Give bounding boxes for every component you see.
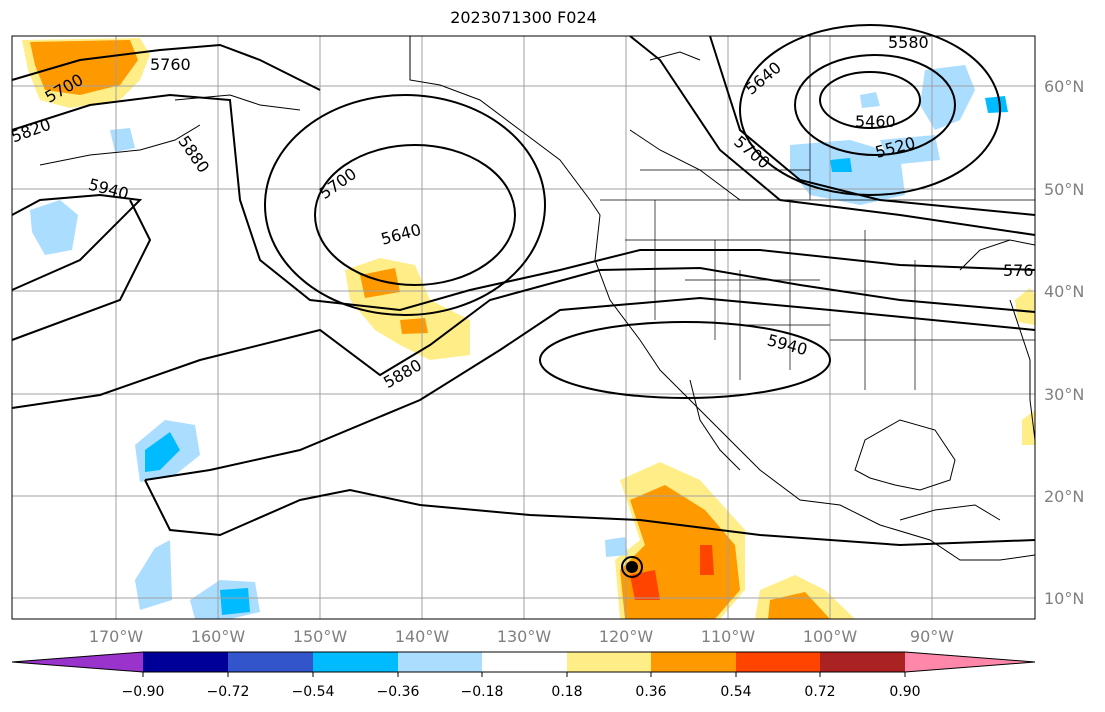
colorbar-tick-label: −0.36: [377, 684, 420, 700]
colorbar-tick-label: 0.36: [635, 684, 666, 700]
contour-label: 5580: [888, 33, 929, 52]
latitude-labels: 60°N 50°N 40°N 30°N 20°N 10°N: [1044, 77, 1084, 608]
colorbar-extend-min: [12, 652, 143, 672]
colorbar-tick-label: −0.90: [122, 684, 165, 700]
contour-label: 576: [1003, 261, 1034, 280]
colorbar-segment: [482, 652, 567, 672]
colorbar-segment: [820, 652, 905, 672]
lon-tick-label: 160°W: [191, 627, 246, 646]
chart-title: 2023071300 F024: [450, 8, 597, 27]
colorbar-segment: [736, 652, 820, 672]
lat-tick-label: 60°N: [1044, 77, 1084, 96]
lon-tick-label: 120°W: [599, 627, 654, 646]
longitude-labels: 170°W 160°W 150°W 140°W 130°W 120°W 110°…: [89, 627, 954, 646]
colorbar-tick-label: −0.18: [461, 684, 504, 700]
lat-tick-label: 50°N: [1044, 180, 1084, 199]
colorbar-tick-label: 0.18: [551, 684, 582, 700]
lat-tick-label: 10°N: [1044, 589, 1084, 608]
contour-label: 5760: [150, 55, 191, 74]
lat-tick-label: 30°N: [1044, 385, 1084, 404]
lon-tick-label: 150°W: [293, 627, 348, 646]
lon-tick-label: 110°W: [701, 627, 756, 646]
map-frame: [11, 35, 1036, 620]
colorbar-segment: [143, 652, 228, 672]
lon-tick-label: 140°W: [395, 627, 450, 646]
colorbar-tick-label: 0.90: [889, 684, 920, 700]
colorbar-tick-label: 0.72: [804, 684, 835, 700]
height-contours: [11, 24, 1036, 547]
colorbar-tick-label: −0.72: [207, 684, 250, 700]
lon-tick-label: 170°W: [89, 627, 144, 646]
contour-label: 5460: [855, 112, 896, 131]
lon-tick-label: 100°W: [803, 627, 858, 646]
lat-tick-label: 20°N: [1044, 487, 1084, 506]
colorbar-segment: [313, 652, 398, 672]
colorbar-segment: [228, 652, 313, 672]
colorbar: −0.90 −0.72 −0.54 −0.36 −0.18 0.18 0.36 …: [11, 651, 1036, 700]
storm-marker: [621, 556, 643, 578]
colorbar-tick-label: 0.54: [720, 684, 751, 700]
lon-tick-label: 130°W: [497, 627, 552, 646]
colorbar-segment: [567, 652, 651, 672]
lon-tick-label: 90°W: [910, 627, 954, 646]
colorbar-segment: [651, 652, 736, 672]
graticule: [12, 36, 1035, 619]
colorbar-extend-max: [905, 652, 1035, 672]
lat-tick-label: 40°N: [1044, 282, 1084, 301]
colorbar-segment: [398, 652, 482, 672]
colorbar-tick-label: −0.54: [292, 684, 335, 700]
